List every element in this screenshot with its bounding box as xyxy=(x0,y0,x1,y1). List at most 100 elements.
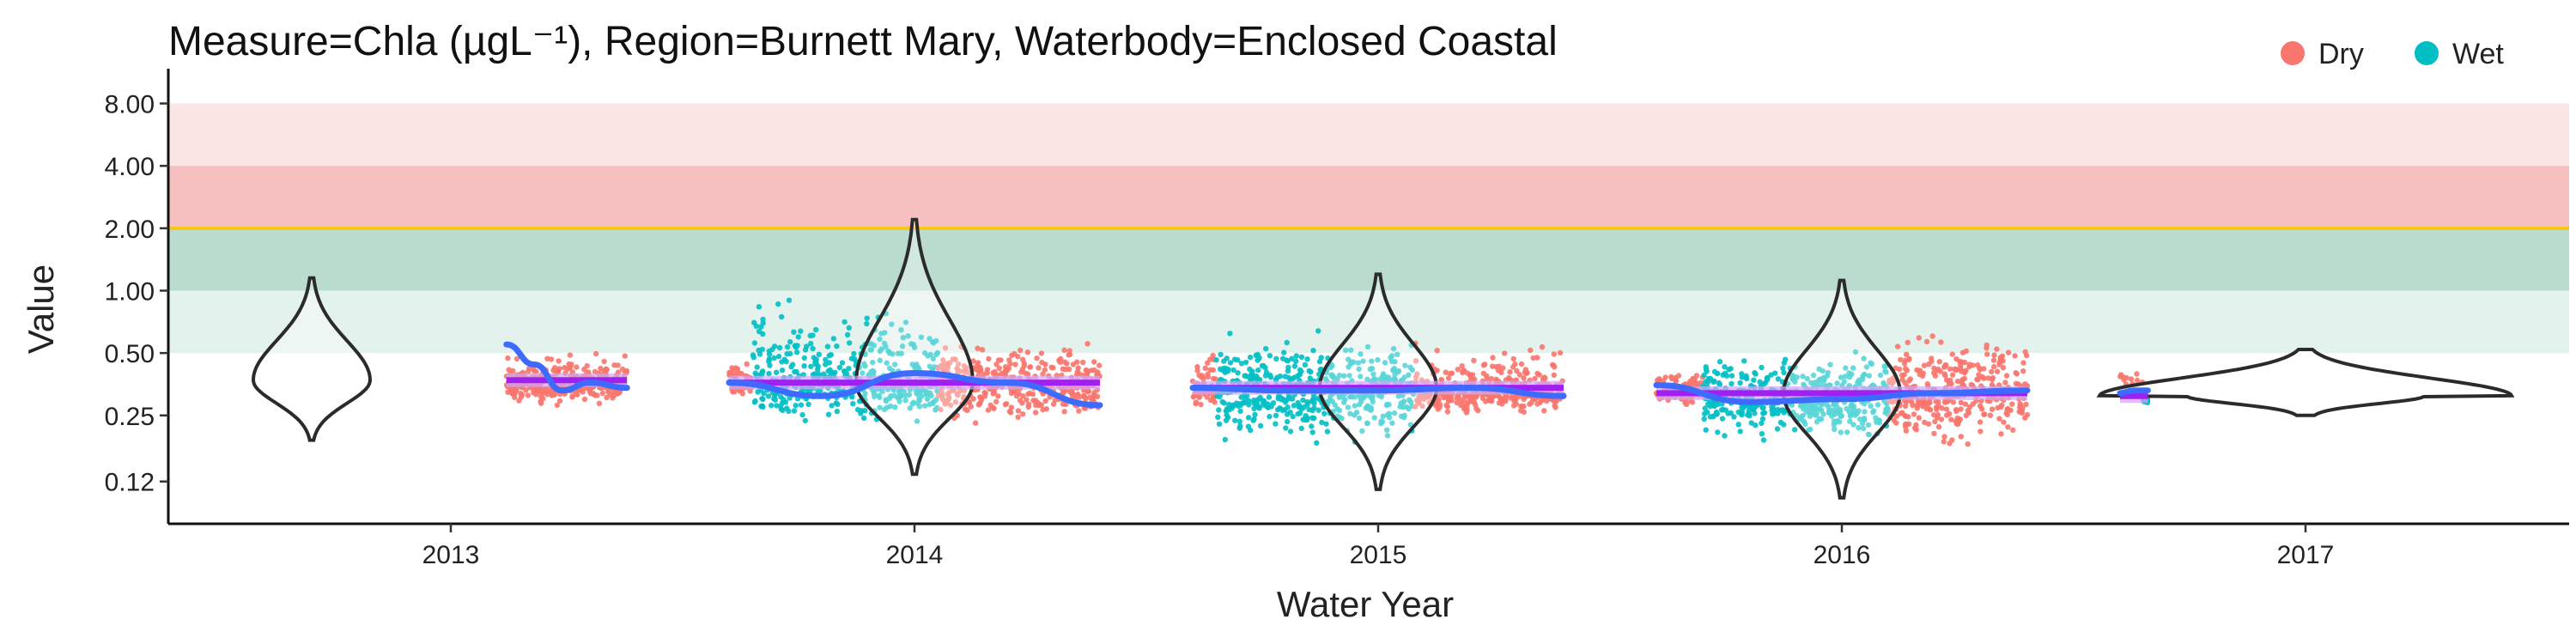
data-point xyxy=(896,398,902,404)
data-point xyxy=(1194,368,1200,374)
data-point xyxy=(1500,365,1506,371)
data-point xyxy=(1938,416,1945,422)
data-point xyxy=(1232,417,1238,423)
y-tick-label: 8.00 xyxy=(105,91,155,119)
data-point xyxy=(1818,416,1825,422)
data-point xyxy=(955,361,962,368)
data-point xyxy=(907,405,914,411)
y-tick-label: 0.50 xyxy=(105,340,155,368)
data-point xyxy=(930,339,936,345)
data-point xyxy=(1217,366,1224,372)
data-point xyxy=(1304,402,1310,408)
data-point xyxy=(1703,379,1709,385)
data-point xyxy=(1237,408,1243,415)
data-point xyxy=(2001,419,2007,425)
data-point xyxy=(1976,372,1982,378)
data-point xyxy=(924,389,930,395)
data-point xyxy=(1781,422,1787,428)
data-point xyxy=(538,400,544,406)
data-point xyxy=(1719,416,1726,422)
data-point xyxy=(1279,407,1285,414)
data-point xyxy=(751,340,758,346)
data-point xyxy=(1847,418,1853,424)
data-point xyxy=(862,363,868,369)
data-point xyxy=(1710,401,1716,408)
data-point xyxy=(1300,397,1306,404)
data-point xyxy=(774,369,780,375)
data-point xyxy=(2134,371,2140,377)
data-point xyxy=(1204,394,1210,400)
data-point xyxy=(513,355,520,362)
data-point xyxy=(1917,368,1923,374)
data-point xyxy=(1501,350,1508,356)
data-point xyxy=(1774,426,1781,432)
data-point xyxy=(1962,401,1969,407)
data-point xyxy=(925,353,931,359)
data-point xyxy=(1336,372,1343,379)
data-point xyxy=(1484,373,1490,379)
data-point xyxy=(813,356,819,362)
data-point xyxy=(1319,419,1325,426)
data-point xyxy=(1032,398,1039,404)
y-tick-label: 0.25 xyxy=(105,403,155,431)
data-point xyxy=(978,397,985,403)
data-point xyxy=(1066,348,1072,354)
axes: 0.12 0.25 0.50 1.00 2.00 4.00 8.00 2013 2014 2015… xyxy=(105,69,2569,569)
data-point xyxy=(592,350,599,357)
data-point xyxy=(1042,367,1048,373)
data-point xyxy=(1764,375,1770,381)
data-point xyxy=(900,335,907,341)
data-point xyxy=(1444,394,1451,401)
data-point xyxy=(813,326,819,333)
data-point xyxy=(1866,373,1872,379)
data-point xyxy=(1205,374,1212,380)
data-point xyxy=(1831,422,1837,428)
data-point xyxy=(1395,368,1402,374)
data-point xyxy=(2012,353,2018,359)
data-point xyxy=(1946,410,1953,416)
data-point xyxy=(1984,351,1990,357)
data-point xyxy=(587,390,593,396)
data-point xyxy=(1298,354,1305,360)
data-point xyxy=(1743,373,1749,379)
data-point xyxy=(1352,403,1358,409)
data-point xyxy=(1703,427,1709,433)
data-point xyxy=(1846,370,1852,376)
data-point xyxy=(1521,396,1527,402)
data-point xyxy=(930,400,936,406)
data-point xyxy=(846,325,852,331)
data-point xyxy=(1375,356,1381,363)
data-point xyxy=(1024,349,1031,355)
data-point xyxy=(1007,361,1013,367)
data-point xyxy=(1540,376,1546,382)
data-point xyxy=(1800,404,1807,410)
data-point xyxy=(1038,350,1045,356)
data-point xyxy=(802,417,808,424)
data-point xyxy=(864,315,870,321)
data-point xyxy=(864,320,870,327)
data-point xyxy=(1991,352,1997,358)
data-point xyxy=(1254,400,1260,407)
data-point xyxy=(891,392,897,398)
data-point xyxy=(1372,376,1378,382)
data-point xyxy=(884,360,890,366)
data-point xyxy=(1938,339,1944,345)
data-point xyxy=(1397,404,1403,410)
data-point xyxy=(1868,361,1874,368)
data-point xyxy=(1255,367,1261,374)
data-point xyxy=(1524,370,1530,376)
data-point xyxy=(1490,355,1496,361)
data-point xyxy=(1668,374,1674,380)
data-point xyxy=(1444,409,1451,415)
data-point xyxy=(1391,365,1398,372)
data-point xyxy=(2010,427,2016,433)
x-axis-label: Water Year xyxy=(1277,584,1454,624)
data-point xyxy=(810,332,816,338)
data-point xyxy=(1961,369,1968,376)
smoother-2015 xyxy=(1189,385,1567,399)
data-point xyxy=(2128,376,2135,382)
data-point xyxy=(566,361,572,368)
data-point xyxy=(1437,404,1443,410)
data-point xyxy=(1289,355,1295,361)
data-point xyxy=(778,394,784,400)
